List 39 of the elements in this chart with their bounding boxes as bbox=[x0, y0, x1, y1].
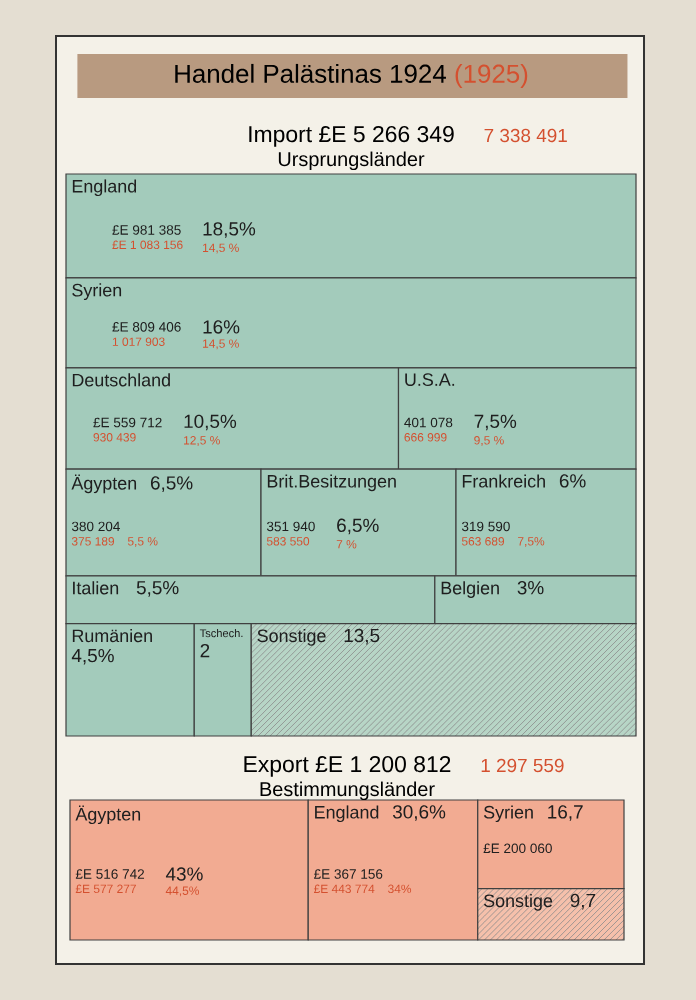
data-label: 4,5% bbox=[71, 648, 114, 665]
category-label: Ägypten bbox=[71, 474, 137, 494]
text: 1 297 559 bbox=[481, 758, 564, 773]
category-label: Brit.Besitzungen bbox=[267, 474, 396, 492]
text: Ursprungsländer bbox=[278, 151, 425, 171]
data-label: 6,5% bbox=[150, 476, 193, 492]
category-label: U.S.A. bbox=[405, 373, 455, 386]
data-label: 16% bbox=[203, 320, 240, 334]
category-label: Sonstige bbox=[483, 893, 553, 911]
category-label: England bbox=[315, 805, 379, 823]
data-label: 6% bbox=[559, 474, 586, 488]
category-label: Ägypten bbox=[75, 805, 141, 825]
category-label: Rumänien bbox=[72, 628, 152, 643]
data-label: 43% bbox=[165, 867, 203, 881]
data-label: 7,5% bbox=[474, 414, 517, 431]
category-label: Deutschland bbox=[72, 373, 170, 387]
data-label: 5,5% bbox=[136, 581, 179, 597]
category-label: Syrien bbox=[72, 283, 122, 301]
data-label: 3% bbox=[517, 581, 544, 595]
data-label: 6,5% bbox=[337, 518, 379, 535]
category-label: England bbox=[72, 179, 137, 197]
category-label: Frankreich bbox=[462, 474, 545, 488]
data-label: 13,5 bbox=[344, 628, 380, 645]
text: Import £E 5 266 349 bbox=[249, 125, 454, 147]
text: (1925) bbox=[455, 63, 528, 89]
data-label: 2 bbox=[200, 643, 210, 658]
data-label: 18,5% bbox=[203, 222, 256, 238]
data-label: 16,7 bbox=[548, 805, 583, 821]
category-label: Belgien bbox=[441, 581, 499, 598]
category-label: Italien bbox=[73, 581, 119, 595]
text: Handel Palästinas 1924 bbox=[175, 63, 446, 83]
category-label: Sonstige bbox=[257, 628, 326, 646]
data-label: 10,5% bbox=[184, 414, 237, 431]
category-label: Syrien bbox=[483, 805, 533, 823]
text: Bestimmungsländer bbox=[260, 781, 435, 801]
text: Export £E 1 200 812 bbox=[244, 756, 451, 777]
text: 7 338 491 bbox=[484, 128, 567, 143]
data-label: 9,7 bbox=[570, 893, 596, 910]
data-label: 30,6% bbox=[392, 805, 446, 821]
